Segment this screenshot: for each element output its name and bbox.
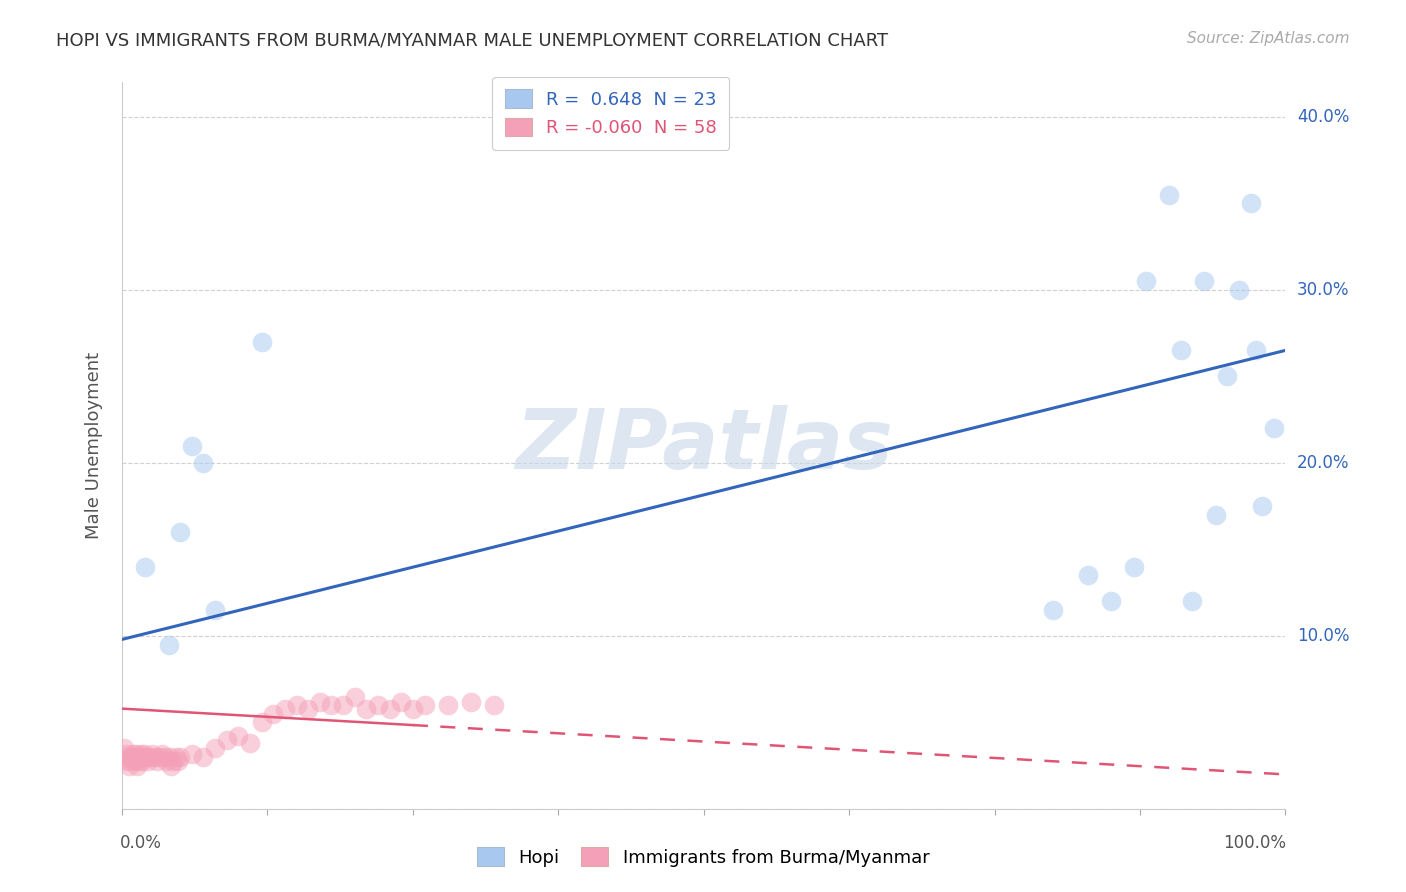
Point xyxy=(141,747,163,761)
Text: HOPI VS IMMIGRANTS FROM BURMA/MYANMAR MALE UNEMPLOYMENT CORRELATION CHART: HOPI VS IMMIGRANTS FROM BURMA/MYANMAR MA… xyxy=(56,31,889,49)
Point xyxy=(160,758,183,772)
Point xyxy=(148,750,170,764)
Point xyxy=(436,698,458,713)
Point xyxy=(153,750,176,764)
Point xyxy=(1205,508,1227,522)
Point xyxy=(128,750,150,764)
Point xyxy=(115,754,138,768)
Point xyxy=(378,701,401,715)
Point xyxy=(1077,568,1099,582)
Point xyxy=(332,698,354,713)
Point xyxy=(127,754,149,768)
Y-axis label: Male Unemployment: Male Unemployment xyxy=(86,352,103,539)
Point xyxy=(132,750,155,764)
Text: 10.0%: 10.0% xyxy=(1298,627,1350,645)
Point xyxy=(139,750,162,764)
Point xyxy=(1135,274,1157,288)
Point xyxy=(167,754,190,768)
Point xyxy=(134,559,156,574)
Point xyxy=(204,741,226,756)
Point xyxy=(129,747,152,761)
Point xyxy=(1227,283,1250,297)
Point xyxy=(1181,594,1204,608)
Text: 20.0%: 20.0% xyxy=(1298,454,1350,472)
Point xyxy=(1099,594,1122,608)
Point xyxy=(308,695,330,709)
Point xyxy=(1042,603,1064,617)
Point xyxy=(1123,559,1146,574)
Point xyxy=(127,758,149,772)
Point xyxy=(143,750,166,764)
Point xyxy=(120,754,142,768)
Point xyxy=(180,747,202,761)
Point xyxy=(162,754,184,768)
Point xyxy=(165,750,187,764)
Text: 100.0%: 100.0% xyxy=(1223,834,1286,852)
Point xyxy=(121,747,143,761)
Point xyxy=(131,754,153,768)
Point xyxy=(124,750,146,764)
Point xyxy=(1157,187,1180,202)
Point xyxy=(204,603,226,617)
Text: Source: ZipAtlas.com: Source: ZipAtlas.com xyxy=(1187,31,1350,46)
Point xyxy=(262,706,284,721)
Point xyxy=(1192,274,1215,288)
Point xyxy=(193,456,215,470)
Point xyxy=(343,690,366,704)
Text: 30.0%: 30.0% xyxy=(1298,281,1350,299)
Point xyxy=(484,698,506,713)
Point xyxy=(1239,196,1261,211)
Text: ZIPatlas: ZIPatlas xyxy=(515,405,893,486)
Point xyxy=(239,736,262,750)
Point xyxy=(1170,343,1192,358)
Legend: R =  0.648  N = 23, R = -0.060  N = 58: R = 0.648 N = 23, R = -0.060 N = 58 xyxy=(492,77,730,150)
Point xyxy=(122,754,145,768)
Point xyxy=(155,754,177,768)
Point xyxy=(157,750,180,764)
Point xyxy=(250,334,273,349)
Point xyxy=(134,750,156,764)
Legend: Hopi, Immigrants from Burma/Myanmar: Hopi, Immigrants from Burma/Myanmar xyxy=(470,840,936,874)
Point xyxy=(356,701,378,715)
Point xyxy=(367,698,389,713)
Text: 0.0%: 0.0% xyxy=(120,834,162,852)
Point xyxy=(146,754,169,768)
Point xyxy=(250,715,273,730)
Point xyxy=(117,750,139,764)
Point xyxy=(1251,499,1274,513)
Point xyxy=(114,747,136,761)
Point xyxy=(285,698,308,713)
Point xyxy=(389,695,412,709)
Point xyxy=(413,698,436,713)
Point xyxy=(321,698,343,713)
Point xyxy=(169,750,191,764)
Point xyxy=(274,701,297,715)
Point xyxy=(1246,343,1268,358)
Point xyxy=(134,747,156,761)
Point xyxy=(120,750,142,764)
Point xyxy=(1263,421,1285,435)
Point xyxy=(136,754,159,768)
Point xyxy=(125,747,148,761)
Point xyxy=(460,695,482,709)
Point xyxy=(1216,369,1239,384)
Point xyxy=(169,525,191,540)
Point xyxy=(112,741,135,756)
Point xyxy=(157,638,180,652)
Point xyxy=(150,747,173,761)
Point xyxy=(118,758,141,772)
Point xyxy=(402,701,425,715)
Point xyxy=(228,729,250,743)
Text: 40.0%: 40.0% xyxy=(1298,108,1350,126)
Point xyxy=(180,439,202,453)
Point xyxy=(297,701,319,715)
Point xyxy=(193,750,215,764)
Point xyxy=(215,732,238,747)
